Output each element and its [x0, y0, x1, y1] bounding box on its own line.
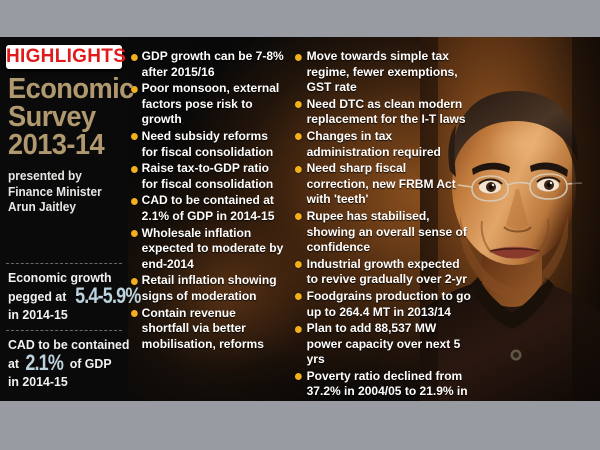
- bullet-text: Need DTC as clean modern replacement for…: [306, 96, 466, 127]
- stat-2-unit: of GDP: [69, 356, 112, 371]
- bullet-text: Move towards simple tax regime, fewer ex…: [306, 49, 458, 95]
- stat-1-prefix: pegged at: [8, 289, 67, 304]
- subtitle-block: presented by Finance Minister Arun Jaitl…: [0, 169, 128, 216]
- divider-top: [6, 263, 122, 264]
- stat-1-value-row: pegged at 5.4-5.9%: [8, 285, 141, 307]
- stat-economic-growth: Economic growth pegged at 5.4-5.9% in 20…: [0, 269, 141, 324]
- bullet-item: Rupee has stabilised, showing an overall…: [294, 209, 472, 256]
- bullet-item: Move towards simple tax regime, fewer ex…: [294, 49, 472, 96]
- infographic-panel: HIGHLIGHTS Economic Survey 2013-14 prese…: [0, 37, 600, 401]
- bullet-text: Rupee has stabilised, showing an overall…: [306, 208, 467, 255]
- bullet-item: Need sharp fiscal correction, new FRBM A…: [294, 161, 472, 208]
- bullet-dot-icon: [131, 133, 138, 141]
- bullet-item: GDP growth can be 7-8% after 2015/16: [131, 49, 286, 80]
- bullet-item: Contain revenue shortfall via better mob…: [131, 306, 286, 353]
- bullet-text: Poor monsoon, external factors pose risk…: [141, 81, 280, 127]
- bullet-item: CAD to be contained at 2.1% of GDP in 20…: [131, 193, 286, 224]
- stat-1-value: 5.4-5.9%: [75, 283, 141, 308]
- bullet-item: Poverty ratio declined from 37.2% in 200…: [294, 369, 472, 401]
- bullet-text: Retail inflation showing signs of modera…: [141, 273, 277, 303]
- bullet-dot-icon: [294, 101, 302, 109]
- bullet-text: Wholesale inflation expected to moderate…: [141, 225, 284, 271]
- bullet-dot-icon: [131, 230, 138, 238]
- bullet-text: Foodgrains production to go up to 264.4 …: [306, 288, 471, 319]
- highlights-label: HIGHLIGHTS: [6, 46, 127, 67]
- bullet-dot-icon: [294, 293, 302, 301]
- bullet-dot-icon: [294, 325, 302, 333]
- bullet-dot-icon: [294, 261, 302, 269]
- highlights-badge: HIGHLIGHTS: [6, 45, 127, 69]
- subtitle-line-2: Finance Minister: [8, 184, 102, 199]
- bullet-text: Raise tax-to-GDP ratio for fiscal consol…: [141, 161, 274, 191]
- bullet-item: Changes in tax administration required: [294, 129, 472, 160]
- bullet-text: Poverty ratio declined from 37.2% in 200…: [306, 368, 468, 401]
- bullet-item: Retail inflation showing signs of modera…: [131, 273, 286, 304]
- bullet-dot-icon: [131, 53, 138, 61]
- bullet-item: Need DTC as clean modern replacement for…: [294, 97, 472, 128]
- page-title-line-1: Economic: [8, 73, 134, 105]
- bullet-item: Need subsidy reforms for fiscal consolid…: [131, 129, 286, 160]
- bullet-text: Contain revenue shortfall via better mob…: [141, 305, 264, 351]
- bullet-text: CAD to be contained at 2.1% of GDP in 20…: [141, 193, 275, 223]
- bullet-text: Need subsidy reforms for fiscal consolid…: [141, 128, 274, 159]
- bullet-dot-icon: [294, 53, 302, 61]
- title-block: Economic Survey 2013-14: [0, 73, 134, 161]
- subtitle-line-3: Arun Jaitley: [8, 200, 76, 214]
- bullet-text: Need sharp fiscal correction, new FRBM A…: [306, 161, 456, 207]
- bullet-dot-icon: [294, 165, 302, 173]
- bullet-dot-icon: [131, 165, 138, 173]
- stat-cad: CAD to be contained at 2.1% of GDP in 20…: [0, 336, 130, 391]
- bullet-text: Plan to add 88,537 MW power capacity ove…: [306, 321, 461, 367]
- subtitle-line-1: presented by: [8, 169, 82, 183]
- bullet-dot-icon: [294, 213, 302, 221]
- page-title-line-2: Survey: [8, 101, 96, 133]
- bullet-dot-icon: [294, 373, 302, 381]
- bullet-item: Wholesale inflation expected to moderate…: [131, 226, 286, 273]
- page-title-line-3: 2013-14: [8, 129, 105, 161]
- frame-band-bottom: [0, 401, 600, 450]
- bullet-item: Industrial growth expected to revive gra…: [294, 257, 472, 288]
- background-glow-secondary: [120, 157, 380, 401]
- bullet-dot-icon: [131, 310, 138, 317]
- portrait-arun-jaitley: [420, 37, 600, 401]
- stat-2-prefix: at: [8, 356, 19, 371]
- bullet-column-2: Move towards simple tax regime, fewer ex…: [294, 49, 477, 401]
- stat-1-suffix: in 2014-15: [8, 307, 68, 322]
- stat-2-suffix: in 2014-15: [8, 374, 68, 389]
- bullet-item: Plan to add 88,537 MW power capacity ove…: [294, 321, 472, 368]
- stat-2-value: 2.1%: [25, 350, 64, 375]
- stat-2-lead: CAD to be contained: [8, 337, 130, 352]
- bullet-text: Changes in tax administration required: [306, 128, 441, 159]
- bullet-item: Poor monsoon, external factors pose risk…: [131, 81, 286, 128]
- bullet-item: Foodgrains production to go up to 264.4 …: [294, 289, 472, 320]
- bullet-text: Industrial growth expected to revive gra…: [306, 256, 467, 287]
- bullet-dot-icon: [131, 85, 138, 93]
- bullet-dot-icon: [294, 133, 302, 141]
- divider-bottom: [6, 330, 122, 331]
- stat-1-lead: Economic growth: [8, 270, 112, 285]
- left-column: HIGHLIGHTS Economic Survey 2013-14 prese…: [0, 37, 141, 401]
- stat-2-value-row: at 2.1% of GDP: [8, 350, 122, 375]
- bullet-text: GDP growth can be 7-8% after 2015/16: [141, 49, 284, 79]
- bullet-item: Raise tax-to-GDP ratio for fiscal consol…: [131, 161, 286, 192]
- bullet-column-1: GDP growth can be 7-8% after 2015/16 Poor…: [131, 49, 291, 353]
- frame-band-top: [0, 0, 600, 37]
- bullet-dot-icon: [131, 277, 138, 285]
- bullet-dot-icon: [131, 197, 138, 205]
